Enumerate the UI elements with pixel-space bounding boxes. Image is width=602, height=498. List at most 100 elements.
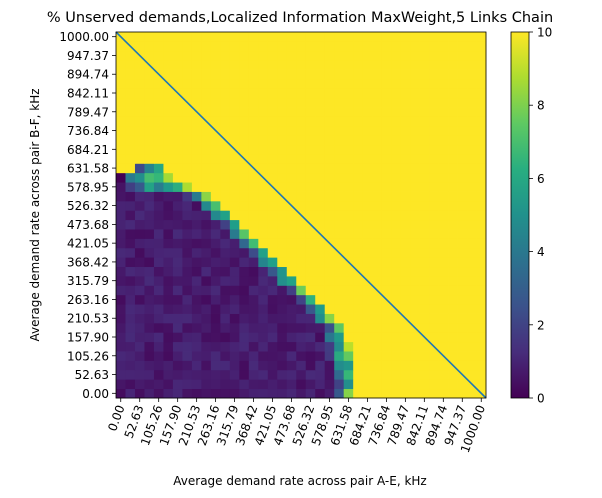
heatmap-cell: [334, 182, 345, 192]
heatmap-cell: [410, 60, 420, 70]
heatmap-cell: [258, 322, 269, 333]
heatmap-cell: [286, 238, 297, 249]
heatmap-cell: [258, 313, 269, 324]
heatmap-cell: [163, 97, 174, 108]
heatmap-cell: [448, 229, 458, 239]
heatmap-cell: [353, 182, 364, 192]
heatmap-cell: [116, 50, 126, 61]
heatmap-cell: [324, 50, 335, 61]
heatmap-cell: [153, 210, 164, 221]
heatmap-cell: [343, 116, 354, 127]
heatmap-cell: [144, 238, 155, 249]
heatmap-cell: [448, 341, 458, 352]
heatmap-cell: [381, 313, 392, 324]
heatmap-cell: [400, 351, 411, 361]
heatmap-cell: [362, 191, 373, 202]
heatmap-cell: [134, 229, 145, 239]
heatmap-cell: [277, 97, 288, 108]
heatmap-cell: [239, 78, 250, 89]
heatmap-cell: [277, 266, 288, 277]
heatmap-cell: [438, 388, 449, 399]
heatmap-cell: [400, 257, 411, 268]
heatmap-cell: [248, 332, 259, 343]
heatmap-cell: [258, 304, 269, 314]
heatmap-cell: [362, 210, 373, 221]
heatmap-cell: [296, 172, 307, 183]
heatmap-cell: [476, 107, 487, 117]
heatmap-cell: [457, 257, 468, 268]
heatmap-cell: [267, 154, 278, 164]
heatmap-cell: [419, 78, 430, 89]
heatmap-cell: [438, 125, 449, 136]
heatmap-cell: [400, 41, 411, 52]
heatmap-cell: [334, 144, 345, 155]
heatmap-cell: [438, 116, 449, 127]
heatmap-cell: [410, 97, 420, 108]
heatmap-cell: [229, 32, 240, 42]
heatmap-cell: [191, 332, 202, 343]
heatmap-cell: [305, 341, 316, 352]
heatmap-cell: [343, 379, 354, 390]
heatmap-cell: [172, 229, 183, 239]
heatmap-cell: [448, 41, 458, 52]
heatmap-cell: [391, 163, 402, 174]
heatmap-cell: [163, 322, 174, 333]
heatmap-cell: [191, 294, 202, 305]
heatmap-cell: [381, 97, 392, 108]
heatmap-cell: [210, 360, 221, 371]
heatmap-cell: [116, 154, 126, 164]
heatmap-cell: [201, 304, 212, 314]
heatmap-cell: [182, 219, 193, 230]
heatmap-cell: [296, 360, 307, 371]
heatmap-cell: [419, 294, 430, 305]
heatmap-cell: [229, 379, 240, 390]
heatmap-cell: [476, 322, 487, 333]
heatmap-cell: [429, 60, 439, 70]
heatmap-cell: [305, 276, 316, 286]
heatmap-cell: [163, 266, 174, 277]
heatmap-cell: [353, 276, 364, 286]
heatmap-cell: [296, 97, 307, 108]
heatmap-cell: [239, 313, 250, 324]
heatmap-cell: [315, 360, 326, 371]
heatmap-cell: [239, 266, 250, 277]
y-tick-label: 894.74: [67, 68, 109, 82]
heatmap-cell: [448, 210, 458, 221]
heatmap-cell: [438, 304, 449, 314]
heatmap-cell: [305, 191, 316, 202]
heatmap-cell: [239, 322, 250, 333]
heatmap-cell: [448, 182, 458, 192]
heatmap-cell: [220, 285, 231, 296]
heatmap-cell: [305, 351, 316, 361]
heatmap-cell: [182, 341, 193, 352]
heatmap-cell: [400, 97, 411, 108]
heatmap-cell: [305, 182, 316, 192]
heatmap-cell: [334, 379, 345, 390]
heatmap-cell: [296, 191, 307, 202]
heatmap-cell: [248, 313, 259, 324]
heatmap-cell: [410, 50, 420, 61]
heatmap-cell: [220, 41, 231, 52]
heatmap-cell: [391, 97, 402, 108]
heatmap-cell: [400, 304, 411, 314]
heatmap-cell: [343, 210, 354, 221]
heatmap-cell: [457, 341, 468, 352]
heatmap-cell: [286, 379, 297, 390]
heatmap-cell: [153, 88, 164, 99]
heatmap-cell: [182, 210, 193, 221]
heatmap-cell: [267, 60, 278, 70]
heatmap-cell: [163, 379, 174, 390]
heatmap-cell: [476, 32, 487, 42]
heatmap-cell: [343, 313, 354, 324]
heatmap-cell: [448, 107, 458, 117]
heatmap-cell: [334, 266, 345, 277]
heatmap-cell: [277, 182, 288, 192]
heatmap-cell: [467, 294, 477, 305]
heatmap-cell: [191, 88, 202, 99]
heatmap-cell: [296, 332, 307, 343]
heatmap-cell: [410, 219, 420, 230]
heatmap-cell: [296, 135, 307, 146]
heatmap-cell: [419, 182, 430, 192]
heatmap-cell: [134, 351, 145, 361]
heatmap-cell: [324, 322, 335, 333]
